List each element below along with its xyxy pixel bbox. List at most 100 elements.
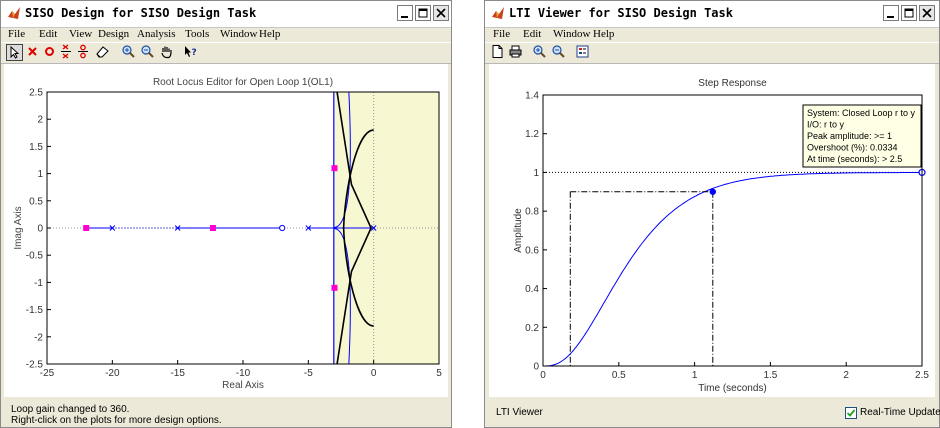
lti-title-bar[interactable]: LTI Viewer for SISO Design Task <box>485 1 939 28</box>
rise-time-marker <box>709 188 716 195</box>
locus-branch <box>336 91 372 365</box>
zoom-out-button[interactable] <box>140 44 157 61</box>
x-tick-label: -5 <box>304 368 313 379</box>
x-tick-label: 2 <box>843 370 849 381</box>
menu-help[interactable]: Help <box>593 28 615 40</box>
menu-window[interactable]: Window <box>553 28 591 40</box>
y-tick-label: -0.5 <box>26 251 44 262</box>
zoom-out-icon <box>552 45 565 58</box>
maximize-icon <box>904 8 914 18</box>
root-locus-plot[interactable]: -25 -20 -15 -10 -5 0 5 2.5 2 1.5 1 0.5 0 -0.5 -1 -1.5 -2… <box>1 64 453 404</box>
close-icon <box>436 8 446 18</box>
maximize-button[interactable] <box>901 5 917 21</box>
complex-poles-icon <box>61 44 71 59</box>
menu-help[interactable]: Help <box>259 28 281 40</box>
y-tick-label: 2.5 <box>29 88 43 99</box>
plot-configurations-button[interactable] <box>575 44 592 61</box>
x-tick-label: 1.5 <box>763 370 777 381</box>
print-button[interactable] <box>508 44 525 61</box>
closed-loop-pole-marker <box>209 225 216 231</box>
siso-window-title: SISO Design for SISO Design Task <box>25 6 257 20</box>
data-tip-box <box>802 104 922 168</box>
realtime-update-label: Real-Time Update <box>860 407 940 418</box>
plot-frame <box>542 94 923 367</box>
y-tick-label: 0.8 <box>525 207 539 218</box>
new-button[interactable] <box>490 44 507 61</box>
status-message-1: Loop gain changed to 360. <box>11 404 130 415</box>
menu-tools[interactable]: Tools <box>185 28 210 40</box>
plot-title: Root Locus Editor for Open Loop 1(OL1) <box>153 77 333 88</box>
status-message-2: Right-click on the plots for more design… <box>11 415 222 426</box>
data-tip-text: Overshoot (%): 0.0334 <box>807 143 898 153</box>
step-response-curve <box>543 172 922 367</box>
pointer-icon <box>10 45 20 59</box>
menu-edit[interactable]: Edit <box>523 28 542 40</box>
zoom-out-button[interactable] <box>551 44 568 61</box>
siso-title-bar[interactable]: SISO Design for SISO Design Task <box>1 1 451 28</box>
closed-loop-pole-marker <box>331 284 338 291</box>
x-tick-label: 2.5 <box>915 370 929 381</box>
data-tip-text: I/O: r to y <box>807 120 845 130</box>
closed-loop-pole-marker <box>83 225 90 231</box>
siso-design-window: SISO Design for SISO Design Task File Ed… <box>0 0 452 428</box>
locus-branch <box>333 91 351 228</box>
x-tick-label: 0 <box>540 370 546 381</box>
minimize-button[interactable] <box>883 5 899 21</box>
menu-design[interactable]: Design <box>98 28 130 40</box>
lti-menu-bar: File Edit Window Help <box>485 27 939 42</box>
pole-marker <box>109 225 116 231</box>
zoom-in-button[interactable] <box>121 44 138 61</box>
select-tool-button[interactable] <box>6 44 23 61</box>
y-tick-label: -1 <box>34 278 43 289</box>
add-zero-button[interactable] <box>42 44 59 61</box>
zoom-in-icon <box>533 45 546 58</box>
y-tick-label: -2.5 <box>26 360 44 371</box>
y-tick-label: 2 <box>37 115 43 126</box>
add-complex-poles-button[interactable] <box>59 44 76 61</box>
close-button[interactable] <box>919 5 935 21</box>
zero-marker <box>279 224 286 232</box>
minimize-icon <box>401 16 408 18</box>
data-tip-text: Peak amplitude: >= 1 <box>807 131 892 141</box>
new-document-icon <box>492 45 503 58</box>
locus-branch <box>342 129 374 327</box>
siso-toolbar: ? <box>1 42 451 64</box>
zoom-in-button[interactable] <box>532 44 549 61</box>
lti-window-title: LTI Viewer for SISO Design Task <box>509 6 733 20</box>
y-axis-label: Amplitude <box>513 208 524 253</box>
complex-zeros-icon <box>78 44 88 59</box>
add-pole-button[interactable] <box>25 44 42 61</box>
y-tick-label: 0 <box>533 362 539 373</box>
zero-o-icon <box>45 47 54 56</box>
help-button[interactable]: ? <box>183 44 200 61</box>
y-tick-label: 1 <box>37 169 43 180</box>
y-tick-label: 1.5 <box>29 142 43 153</box>
menu-view[interactable]: View <box>69 28 93 40</box>
erase-button[interactable] <box>95 44 112 61</box>
printer-icon <box>509 45 522 58</box>
menu-file[interactable]: File <box>493 28 511 40</box>
x-tick-label: -25 <box>40 368 55 379</box>
step-response-plot[interactable]: 0 0.5 1 1.5 2 2.5 1.4 1.2 1 0.8 0.6 0.4 0.2 0 Step Res… <box>485 64 940 404</box>
pan-button[interactable] <box>159 44 176 61</box>
maximize-button[interactable] <box>415 5 431 21</box>
close-button[interactable] <box>433 5 449 21</box>
x-tick-label: 0 <box>371 368 377 379</box>
x-tick-label: -15 <box>170 368 185 379</box>
minimize-button[interactable] <box>397 5 413 21</box>
y-tick-label: -1.5 <box>26 305 44 316</box>
x-tick-label: -20 <box>105 368 120 379</box>
menu-file[interactable]: File <box>8 28 26 40</box>
data-tip-text: System: Closed Loop r to y <box>807 108 916 118</box>
menu-edit[interactable]: Edit <box>39 28 58 40</box>
pole-x-icon <box>28 47 37 56</box>
menu-window[interactable]: Window <box>220 28 258 40</box>
lti-viewer-window: LTI Viewer for SISO Design Task File Edi… <box>484 0 940 428</box>
menu-analysis[interactable]: Analysis <box>137 28 176 40</box>
eraser-icon <box>96 46 109 58</box>
add-complex-zeros-button[interactable] <box>76 44 93 61</box>
y-tick-label: 1.4 <box>525 91 539 102</box>
matlab-logo-icon <box>8 7 20 19</box>
minimize-icon <box>887 16 894 18</box>
x-axis-label: Real Axis <box>222 380 264 391</box>
